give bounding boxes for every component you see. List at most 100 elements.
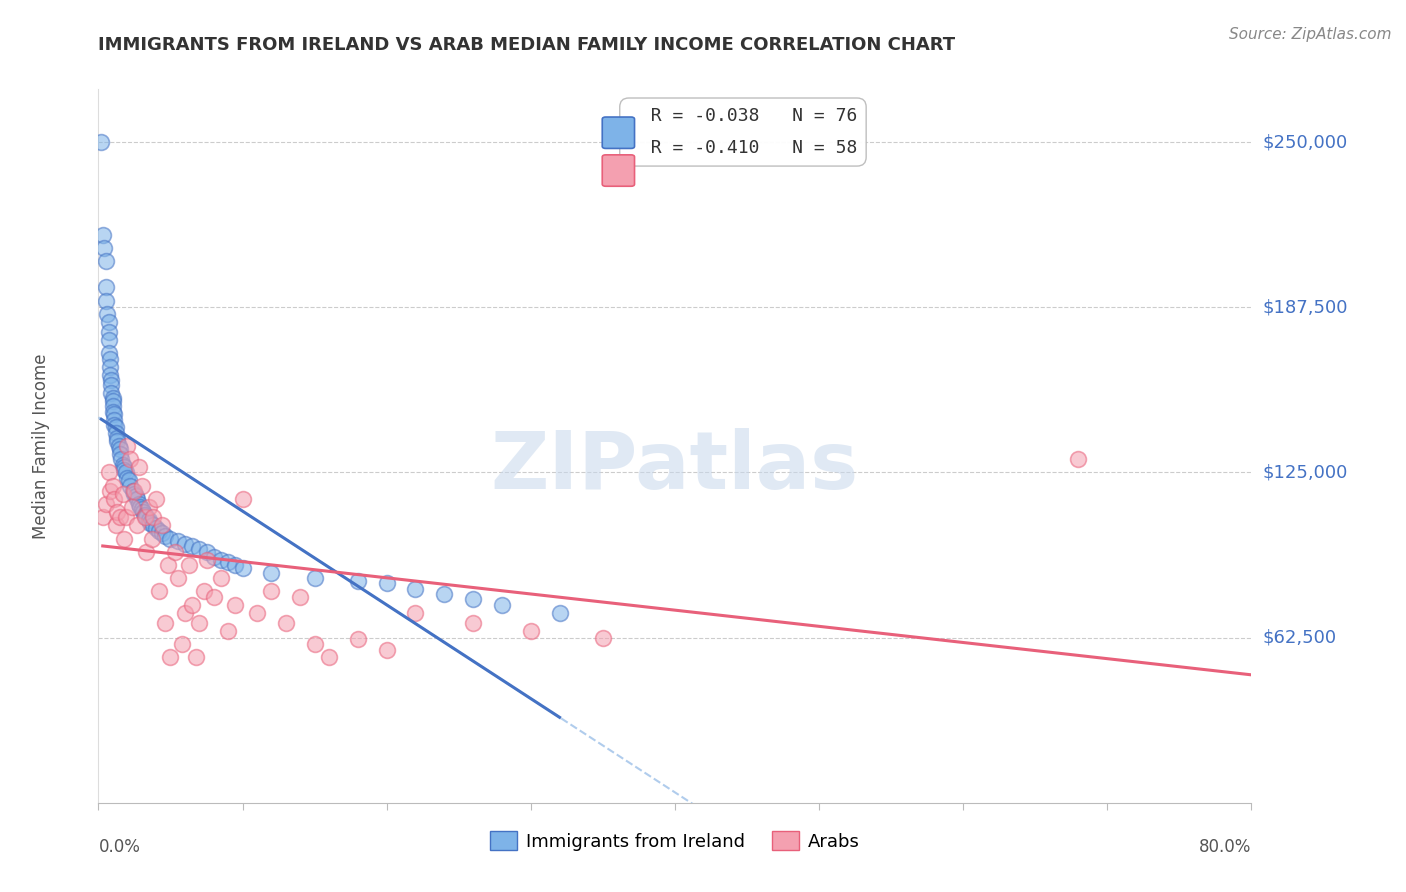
Point: [103, 417, 125, 432]
Text: $250,000: $250,000: [1263, 133, 1348, 151]
Point: [125, 489, 148, 503]
Point: [108, 510, 131, 524]
Point: [122, 483, 145, 498]
Point: [93, 241, 115, 255]
Point: [217, 624, 239, 638]
Point: [111, 458, 134, 472]
Point: [124, 486, 146, 500]
Point: [159, 532, 181, 546]
Point: [121, 500, 143, 514]
Point: [132, 505, 155, 519]
Point: [105, 505, 128, 519]
Point: [202, 549, 225, 564]
Text: $62,500: $62,500: [1263, 629, 1337, 647]
Point: [433, 587, 456, 601]
Point: [94, 293, 117, 308]
Point: [142, 510, 165, 524]
Point: [127, 491, 149, 506]
Point: [1067, 452, 1090, 467]
Point: [290, 590, 312, 604]
Point: [101, 400, 124, 414]
Point: [159, 650, 181, 665]
Point: [195, 552, 218, 566]
Point: [375, 642, 398, 657]
Point: [104, 420, 127, 434]
Point: [548, 606, 571, 620]
Point: [117, 439, 138, 453]
Point: [97, 326, 120, 340]
Point: [304, 637, 326, 651]
Point: [135, 510, 157, 524]
Text: IMMIGRANTS FROM IRELAND VS ARAB MEDIAN FAMILY INCOME CORRELATION CHART: IMMIGRANTS FROM IRELAND VS ARAB MEDIAN F…: [98, 36, 956, 54]
Point: [111, 486, 134, 500]
Point: [461, 592, 484, 607]
Point: [148, 584, 170, 599]
Point: [375, 576, 398, 591]
Point: [97, 315, 120, 329]
Point: [188, 616, 211, 631]
Point: [96, 307, 118, 321]
Point: [103, 491, 125, 506]
Point: [170, 637, 193, 651]
Point: [98, 368, 121, 382]
Point: [91, 510, 114, 524]
Point: [491, 598, 513, 612]
Legend: Immigrants from Ireland, Arabs: Immigrants from Ireland, Arabs: [482, 824, 868, 858]
Point: [104, 518, 127, 533]
Point: [181, 598, 204, 612]
Point: [166, 534, 188, 549]
Point: [105, 434, 128, 448]
Point: [274, 616, 297, 631]
Point: [98, 351, 121, 366]
Point: [520, 624, 543, 638]
Point: [101, 394, 124, 409]
Point: [193, 584, 215, 599]
Point: [346, 574, 368, 588]
Point: [209, 552, 232, 566]
Point: [112, 532, 135, 546]
Text: R = -0.038   N = 76
  R = -0.410   N = 58: R = -0.038 N = 76 R = -0.410 N = 58: [628, 107, 858, 157]
Point: [592, 631, 614, 645]
Point: [118, 474, 141, 488]
Text: Median Family Income: Median Family Income: [32, 353, 49, 539]
Point: [120, 452, 142, 467]
Point: [186, 650, 208, 665]
Point: [179, 558, 201, 572]
Point: [188, 542, 211, 557]
Text: $125,000: $125,000: [1263, 464, 1348, 482]
Point: [94, 280, 117, 294]
Text: ZIPatlas: ZIPatlas: [491, 428, 859, 507]
Point: [217, 555, 239, 569]
Point: [260, 566, 283, 580]
Point: [127, 518, 149, 533]
Point: [150, 518, 173, 533]
Point: [94, 254, 117, 268]
Point: [174, 537, 197, 551]
Point: [101, 478, 124, 492]
Point: [101, 404, 124, 418]
Point: [114, 466, 136, 480]
Point: [145, 491, 167, 506]
FancyBboxPatch shape: [602, 117, 634, 148]
Point: [112, 463, 135, 477]
Point: [94, 497, 117, 511]
Point: [120, 478, 142, 492]
Point: [153, 616, 176, 631]
Point: [97, 466, 120, 480]
Point: [98, 483, 121, 498]
Point: [104, 425, 127, 440]
Point: [135, 545, 157, 559]
Point: [405, 606, 427, 620]
Point: [134, 508, 156, 522]
Point: [138, 500, 160, 514]
Point: [231, 491, 254, 506]
Point: [318, 650, 340, 665]
Point: [100, 386, 122, 401]
Point: [129, 500, 152, 514]
Point: [156, 558, 179, 572]
Point: [224, 598, 246, 612]
Point: [174, 606, 197, 620]
Point: [142, 518, 165, 533]
Point: [181, 540, 204, 554]
Point: [231, 560, 254, 574]
